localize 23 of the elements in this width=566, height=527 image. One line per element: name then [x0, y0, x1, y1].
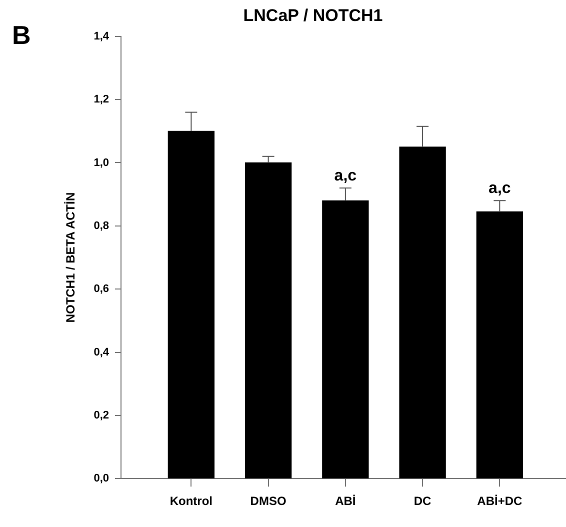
y-tick-label: 0,0	[94, 472, 109, 485]
data-label: a,c	[488, 180, 511, 198]
bar	[168, 130, 215, 478]
bar	[399, 146, 446, 478]
bar	[244, 162, 292, 478]
x-tick-label: DC	[414, 494, 432, 508]
x-tick-label: Kontrol	[170, 494, 213, 508]
text: B	[12, 20, 31, 50]
y-tick-label: 0,4	[94, 346, 110, 358]
x-tick-label: DMSO	[250, 494, 286, 508]
x-tick-label: ABİ+DC	[477, 494, 523, 508]
y-tick-label: 1,0	[94, 156, 109, 169]
x-tick-label: ABİ	[335, 494, 356, 508]
bar	[476, 211, 524, 478]
bar	[322, 200, 369, 478]
y-tick-label: 0,6	[94, 283, 109, 296]
y-tick-label: 0,8	[94, 220, 109, 232]
y-tick-label: 0,2	[94, 409, 109, 422]
y-axis-title: NOTCH1 / BETA ACTİN	[64, 192, 78, 323]
data-label: a,c	[334, 167, 357, 184]
chart-title: LNCaP / NOTCH1	[243, 6, 383, 25]
y-tick-label: 1,4	[94, 30, 110, 42]
y-tick-label: 1,2	[94, 94, 109, 106]
